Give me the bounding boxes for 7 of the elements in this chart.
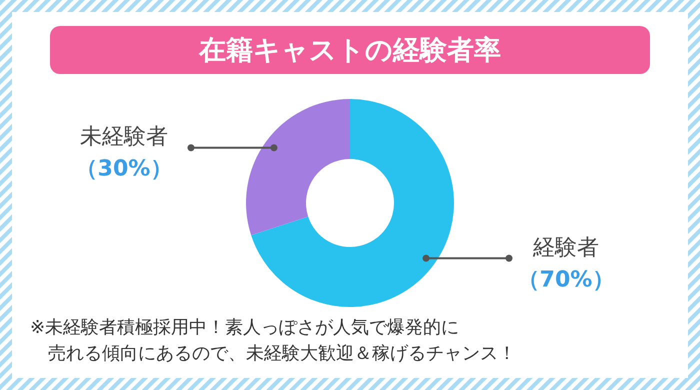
- data-label: （70%）: [518, 267, 614, 292]
- data-label: （30%）: [76, 156, 172, 182]
- chart-title: 在籍キャストの経験者率: [198, 35, 501, 66]
- slice-label: 経験者: [532, 235, 599, 260]
- text: 売れる傾向にあるので、未経験大歓迎＆稼げるチャンス！: [48, 343, 516, 364]
- text: ※未経験者積極採用中！素人っぽさが人気で爆発的に: [30, 317, 460, 338]
- slice-label: 未経験者: [80, 124, 168, 150]
